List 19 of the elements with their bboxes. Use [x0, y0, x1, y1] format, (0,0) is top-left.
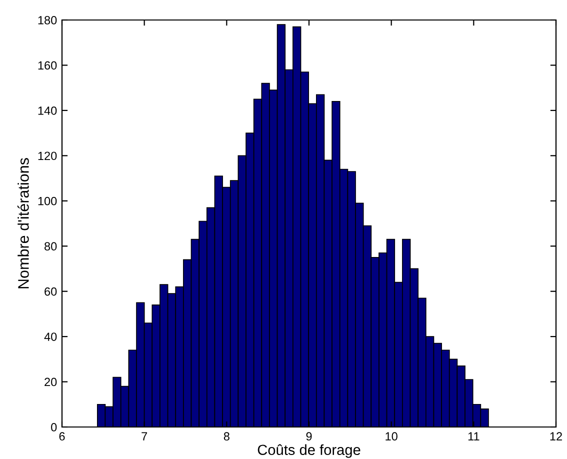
- x-axis-title: Coûts de forage: [258, 444, 360, 458]
- x-tick-label: 8: [224, 432, 230, 441]
- y-tick-label: 0: [51, 423, 57, 432]
- x-tick-label: 6: [59, 432, 65, 441]
- x-tick-label: 12: [550, 432, 562, 440]
- y-tick-label: 40: [44, 332, 57, 341]
- y-axis-title: Nombre d'itérations: [17, 158, 29, 288]
- y-tick-label: 60: [44, 287, 57, 296]
- y-tick-label: 120: [38, 152, 57, 160]
- x-tick-label: 10: [386, 432, 398, 441]
- y-tick-label: 80: [44, 242, 57, 251]
- y-tick-label: 20: [44, 378, 57, 386]
- y-tick-label: 140: [38, 106, 57, 115]
- y-tick-label: 180: [38, 16, 57, 24]
- y-tick-label: 100: [38, 196, 57, 206]
- x-tick-label: 11: [468, 432, 480, 440]
- y-tick-label: 160: [38, 61, 57, 70]
- x-tick-label: 9: [306, 432, 312, 441]
- x-tick-label: 7: [142, 432, 148, 440]
